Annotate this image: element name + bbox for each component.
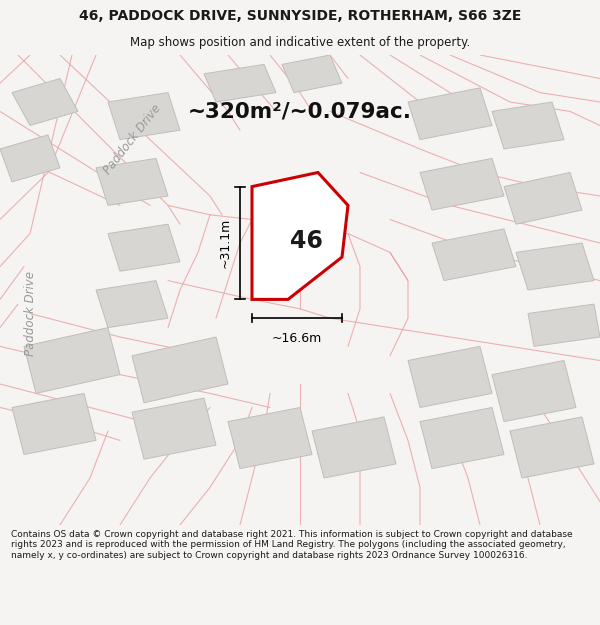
- Polygon shape: [108, 92, 180, 139]
- Polygon shape: [516, 243, 594, 290]
- Polygon shape: [132, 337, 228, 402]
- Polygon shape: [312, 417, 396, 478]
- Text: 46, PADDOCK DRIVE, SUNNYSIDE, ROTHERHAM, S66 3ZE: 46, PADDOCK DRIVE, SUNNYSIDE, ROTHERHAM,…: [79, 9, 521, 24]
- Polygon shape: [492, 361, 576, 422]
- Text: 46: 46: [290, 229, 322, 253]
- Text: ~16.6m: ~16.6m: [272, 332, 322, 345]
- Polygon shape: [408, 346, 492, 408]
- Polygon shape: [420, 408, 504, 469]
- Polygon shape: [282, 55, 342, 92]
- Polygon shape: [24, 328, 120, 393]
- Polygon shape: [504, 173, 582, 224]
- Text: ~31.1m: ~31.1m: [218, 218, 232, 268]
- Polygon shape: [408, 88, 492, 139]
- Polygon shape: [228, 408, 312, 469]
- Polygon shape: [510, 417, 594, 478]
- Text: ~320m²/~0.079ac.: ~320m²/~0.079ac.: [188, 101, 412, 121]
- Polygon shape: [258, 187, 318, 253]
- Text: Paddock Drive: Paddock Drive: [23, 271, 37, 356]
- Polygon shape: [252, 173, 348, 299]
- Polygon shape: [96, 158, 168, 206]
- Polygon shape: [96, 281, 168, 328]
- Text: Map shows position and indicative extent of the property.: Map shows position and indicative extent…: [130, 36, 470, 49]
- Polygon shape: [12, 393, 96, 454]
- Polygon shape: [12, 79, 78, 126]
- Polygon shape: [204, 64, 276, 102]
- Text: Paddock Drive: Paddock Drive: [101, 102, 163, 177]
- Polygon shape: [528, 304, 600, 346]
- Polygon shape: [0, 135, 60, 182]
- Polygon shape: [432, 229, 516, 281]
- Text: Contains OS data © Crown copyright and database right 2021. This information is : Contains OS data © Crown copyright and d…: [11, 530, 572, 560]
- Polygon shape: [108, 224, 180, 271]
- Polygon shape: [132, 398, 216, 459]
- Polygon shape: [420, 158, 504, 210]
- Polygon shape: [492, 102, 564, 149]
